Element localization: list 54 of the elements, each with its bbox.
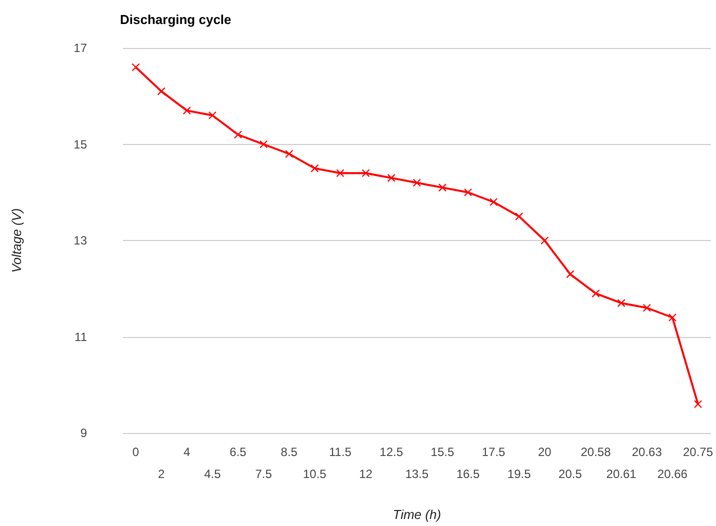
- x-tick-label: 13.5: [405, 467, 429, 481]
- x-tick-label: 20: [538, 445, 552, 459]
- x-axis-title: Time (h): [392, 507, 442, 522]
- y-tick-label: 11: [74, 330, 88, 344]
- point: [362, 169, 370, 178]
- point: [132, 63, 140, 72]
- x-tick-label: 20.75: [682, 445, 714, 459]
- point: [234, 130, 242, 139]
- point: [464, 188, 472, 196]
- x-tick-label: 12.5: [380, 445, 404, 459]
- y-tick-label: 15: [74, 137, 88, 152]
- x-tick-label: 20.58: [580, 445, 612, 459]
- x-tick-label: 0: [132, 445, 140, 459]
- x-tick-label: 7.5: [255, 467, 272, 481]
- x-tick-label: 10.5: [302, 467, 327, 481]
- point: [387, 174, 396, 182]
- x-tick-label: 19.5: [507, 467, 532, 481]
- point: [310, 164, 319, 172]
- x-tick-label: 20.63: [632, 445, 662, 459]
- y-tick-label: 17: [74, 41, 88, 55]
- x-tick-label: 2: [158, 467, 165, 481]
- point: [515, 212, 524, 221]
- x-tick-label: 20.5: [558, 467, 582, 481]
- x-tick-label: 4.5: [204, 467, 222, 481]
- x-tick-label: 12: [359, 467, 373, 481]
- point: [592, 289, 600, 298]
- point: [489, 198, 498, 206]
- point: [412, 178, 421, 187]
- x-tick-label: 11.5: [328, 445, 352, 459]
- point: [208, 111, 217, 120]
- point: [336, 169, 344, 178]
- point: [668, 313, 677, 322]
- point: [540, 236, 549, 245]
- x-tick-label: 17.5: [482, 445, 506, 459]
- x-tick-label: 6.5: [230, 445, 247, 459]
- chart-title: Discharging cycle: [120, 12, 232, 27]
- point: [438, 183, 447, 192]
- x-tick-label: 20.61: [606, 467, 637, 481]
- x-tick-label: 8.5: [280, 445, 298, 459]
- x-tick-label: 16.5: [456, 467, 480, 481]
- point: [182, 106, 191, 115]
- point: [694, 400, 702, 408]
- point: [259, 140, 268, 148]
- point: [285, 150, 294, 158]
- point: [642, 304, 651, 312]
- x-tick-label: 4: [184, 445, 191, 459]
- y-tick-label: 9: [80, 426, 88, 440]
- x-tick-label: 15.5: [430, 445, 454, 459]
- point: [157, 87, 166, 96]
- y-tick-label: 13: [74, 234, 88, 248]
- y-axis-title: Voltage (V): [9, 208, 24, 273]
- point: [617, 298, 626, 308]
- point: [566, 270, 574, 278]
- x-tick-label: 20.66: [657, 467, 688, 481]
